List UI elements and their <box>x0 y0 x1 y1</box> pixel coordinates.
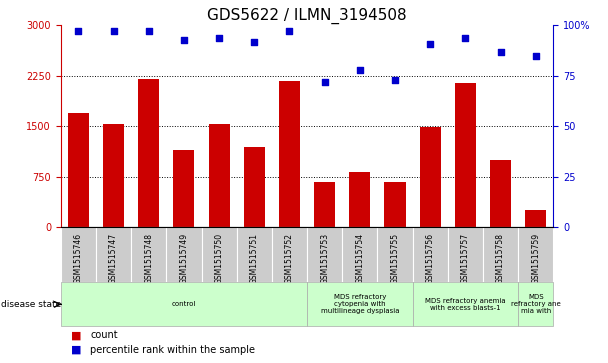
Text: MDS refractory
cytopenia with
multilineage dysplasia: MDS refractory cytopenia with multilinea… <box>320 294 399 314</box>
Text: GSM1515748: GSM1515748 <box>144 233 153 284</box>
Bar <box>413 282 518 326</box>
Point <box>496 49 505 54</box>
Bar <box>272 227 307 282</box>
Bar <box>455 83 476 227</box>
Point <box>390 77 400 83</box>
Bar <box>525 211 546 227</box>
Bar <box>490 160 511 227</box>
Text: GSM1515747: GSM1515747 <box>109 233 118 284</box>
Point <box>320 79 330 85</box>
Text: GSM1515752: GSM1515752 <box>285 233 294 284</box>
Text: disease state: disease state <box>1 300 61 309</box>
Bar <box>237 227 272 282</box>
Title: GDS5622 / ILMN_3194508: GDS5622 / ILMN_3194508 <box>207 8 407 24</box>
Text: GSM1515750: GSM1515750 <box>215 233 224 284</box>
Text: GSM1515759: GSM1515759 <box>531 233 540 284</box>
Text: MDS refractory anemia
with excess blasts-1: MDS refractory anemia with excess blasts… <box>425 298 506 311</box>
Text: MDS
refractory ane
mia with: MDS refractory ane mia with <box>511 294 561 314</box>
Text: GSM1515751: GSM1515751 <box>250 233 259 284</box>
Bar <box>378 227 413 282</box>
Bar <box>349 172 370 227</box>
Text: GSM1515753: GSM1515753 <box>320 233 329 284</box>
Bar <box>61 282 307 326</box>
Bar <box>61 227 96 282</box>
Text: control: control <box>171 301 196 307</box>
Text: percentile rank within the sample: percentile rank within the sample <box>91 345 255 355</box>
Bar <box>201 227 237 282</box>
Bar <box>131 227 167 282</box>
Text: GSM1515754: GSM1515754 <box>355 233 364 284</box>
Bar <box>384 182 406 227</box>
Text: ■: ■ <box>71 345 81 355</box>
Bar <box>342 227 378 282</box>
Text: GSM1515749: GSM1515749 <box>179 233 188 284</box>
Bar <box>138 79 159 227</box>
Point <box>144 29 154 34</box>
Bar <box>279 81 300 227</box>
Bar <box>518 282 553 326</box>
Text: GSM1515746: GSM1515746 <box>74 233 83 284</box>
Bar <box>483 227 518 282</box>
Bar <box>518 227 553 282</box>
Bar <box>68 113 89 227</box>
Bar <box>447 227 483 282</box>
Text: GSM1515756: GSM1515756 <box>426 233 435 284</box>
Point <box>214 34 224 40</box>
Text: count: count <box>91 330 118 340</box>
Text: ■: ■ <box>71 330 81 340</box>
Point <box>425 41 435 46</box>
Text: GSM1515758: GSM1515758 <box>496 233 505 284</box>
Point <box>109 29 119 34</box>
Text: GSM1515757: GSM1515757 <box>461 233 470 284</box>
Point <box>179 37 188 42</box>
Point <box>531 53 541 58</box>
Bar <box>420 127 441 227</box>
Bar <box>413 227 447 282</box>
Point <box>460 34 470 40</box>
Point <box>74 29 83 34</box>
Point <box>285 29 294 34</box>
Bar <box>314 182 335 227</box>
Bar <box>244 147 265 227</box>
Bar <box>307 282 413 326</box>
Bar <box>307 227 342 282</box>
Point <box>249 38 259 44</box>
Bar <box>103 124 124 227</box>
Point <box>355 67 365 73</box>
Bar <box>173 150 195 227</box>
Bar <box>209 124 230 227</box>
Bar <box>167 227 201 282</box>
Text: GSM1515755: GSM1515755 <box>390 233 399 284</box>
Bar <box>96 227 131 282</box>
